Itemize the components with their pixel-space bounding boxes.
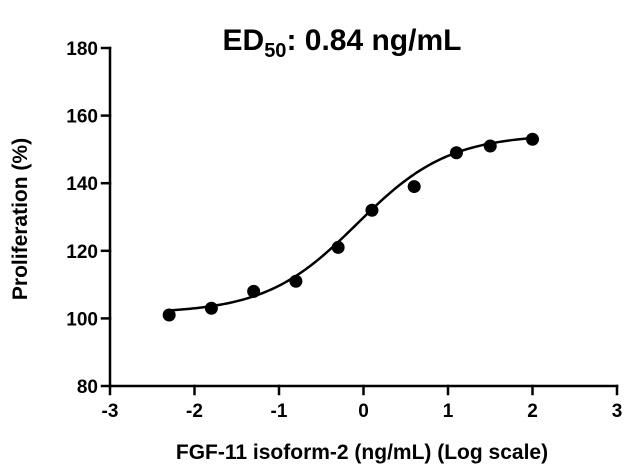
data-point xyxy=(407,180,421,194)
y-tick-label: 180 xyxy=(66,39,98,60)
data-point xyxy=(247,284,261,298)
chart-title: ED50: 0.84 ng/mL xyxy=(223,24,462,62)
y-tick-label: 80 xyxy=(77,377,98,398)
x-tick-label: 1 xyxy=(443,401,454,422)
data-point xyxy=(331,240,345,254)
x-tick-label: -1 xyxy=(271,401,288,422)
data-point xyxy=(162,308,176,322)
x-tick-label: 3 xyxy=(612,401,623,422)
x-axis-label: FGF-11 isoform-2 (ng/mL) (Log scale) xyxy=(176,441,548,464)
x-tick-label: 0 xyxy=(358,401,369,422)
x-tick-label: -3 xyxy=(102,401,119,422)
data-point xyxy=(526,132,539,146)
data-point xyxy=(449,146,463,160)
y-tick-label: 160 xyxy=(66,107,98,128)
x-tick-label: -2 xyxy=(186,401,203,422)
y-tick-label: 100 xyxy=(66,309,98,330)
data-point xyxy=(289,274,303,288)
chart-title-rest: : 0.84 ng/mL xyxy=(286,24,461,57)
data-point xyxy=(483,139,497,153)
fit-curve xyxy=(169,136,533,312)
y-tick-label: 120 xyxy=(66,242,98,263)
x-tick-label: 2 xyxy=(527,401,538,422)
chart-title-subscript: 50 xyxy=(264,40,286,62)
y-tick-label: 140 xyxy=(66,174,98,195)
data-point xyxy=(204,301,218,315)
fit-layer xyxy=(169,136,533,312)
chart-title-main: ED xyxy=(223,24,265,57)
points-layer xyxy=(162,132,539,322)
y-axis-label: Proliferation (%) xyxy=(9,138,32,300)
data-point xyxy=(365,203,379,217)
axes: 80 100 120 140 160 180 -3 -2 -1 0 1 2 3 xyxy=(66,39,622,422)
